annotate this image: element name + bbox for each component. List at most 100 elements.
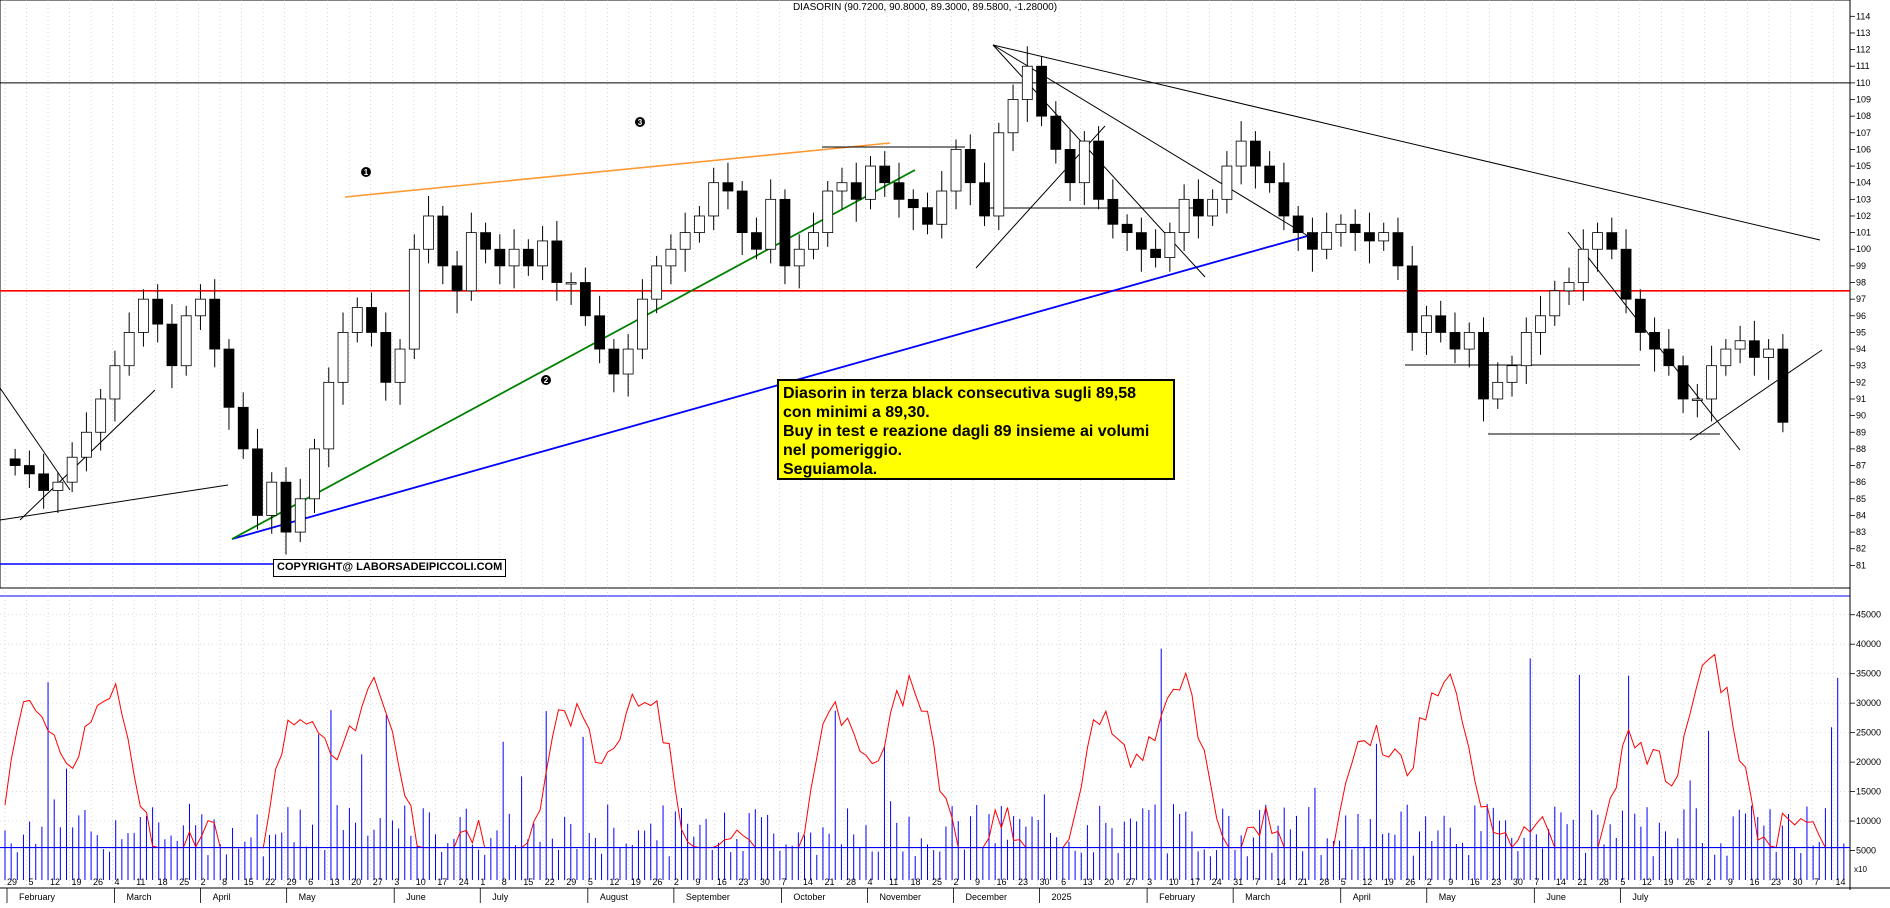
day-tick-label: 21 xyxy=(824,877,834,887)
month-tick-label: December xyxy=(966,892,1008,902)
vol-tick-label: 10000 xyxy=(1856,816,1881,826)
candle-body xyxy=(736,190,748,234)
candle-body xyxy=(1121,223,1133,234)
price-tick-label: 84 xyxy=(1856,510,1866,520)
candle-body xyxy=(309,448,320,500)
month-tick-label: September xyxy=(686,892,730,902)
candle-body xyxy=(836,182,848,192)
candle-body xyxy=(1307,232,1318,250)
candle-body xyxy=(138,298,149,333)
candle-body xyxy=(465,232,477,292)
candle-body xyxy=(1463,332,1475,350)
candle-body xyxy=(351,307,363,333)
day-tick-label: 19 xyxy=(1663,877,1673,887)
candle-body xyxy=(1720,348,1732,367)
day-tick-label: 16 xyxy=(1749,877,1759,887)
day-tick-label: 9 xyxy=(695,877,700,887)
day-tick-label: 14 xyxy=(1835,877,1845,887)
day-tick-label: 9 xyxy=(1448,877,1453,887)
day-tick-label: 30 xyxy=(1040,877,1050,887)
price-tick-label: 86 xyxy=(1856,477,1866,487)
day-tick-label: 24 xyxy=(459,877,469,887)
candle-body xyxy=(180,315,192,367)
candle-body xyxy=(95,398,107,433)
price-tick-label: 96 xyxy=(1856,311,1866,321)
candle-body xyxy=(1207,198,1219,217)
chart-title: DIASORIN (90.7200, 90.8000, 89.3000, 89.… xyxy=(792,2,1058,13)
day-tick-label: 14 xyxy=(803,877,813,887)
day-tick-label: 28 xyxy=(846,877,856,887)
candle-body xyxy=(537,240,548,267)
day-tick-label: 5 xyxy=(588,877,593,887)
day-tick-label: 31 xyxy=(1233,877,1243,887)
candle-body xyxy=(907,198,919,209)
candle-body xyxy=(1734,340,1746,350)
day-tick-label: 22 xyxy=(265,877,275,887)
candle-body xyxy=(394,348,406,383)
vol-tick-label: 15000 xyxy=(1856,787,1881,797)
candle-body xyxy=(579,282,591,317)
marker-label: 3 xyxy=(638,118,643,127)
day-tick-label: 23 xyxy=(1018,877,1028,887)
vol-tick-label: 45000 xyxy=(1856,610,1881,620)
day-tick-label: 6 xyxy=(1061,877,1066,887)
day-tick-label: 24 xyxy=(1212,877,1222,887)
volume-average-line xyxy=(4,653,1844,849)
price-tick-label: 93 xyxy=(1856,361,1866,371)
day-tick-label: 2 xyxy=(201,877,206,887)
trend-orange xyxy=(344,142,891,198)
candle-body xyxy=(1421,315,1432,333)
price-tick-label: 105 xyxy=(1856,161,1871,171)
candle-body xyxy=(109,365,121,400)
day-tick-label: 23 xyxy=(1771,877,1781,887)
day-tick-label: 12 xyxy=(1642,877,1652,887)
candle-body xyxy=(1264,165,1276,184)
day-tick-label: 21 xyxy=(1298,877,1308,887)
candle-body xyxy=(166,323,178,367)
price-panel-frame xyxy=(0,0,1851,589)
candle-body xyxy=(494,248,506,267)
candle-body xyxy=(1321,232,1333,250)
day-tick-label: 4 xyxy=(115,877,120,887)
candle-body xyxy=(423,215,434,250)
day-tick-label: 10 xyxy=(416,877,426,887)
day-tick-label: 13 xyxy=(1083,877,1093,887)
candle-body xyxy=(1007,99,1019,134)
month-tick-label: June xyxy=(406,892,426,902)
candle-body xyxy=(808,232,819,250)
candle-body xyxy=(294,498,306,533)
candle-body xyxy=(1064,149,1076,184)
candle-body xyxy=(1235,140,1247,167)
candle-body xyxy=(722,182,734,192)
month-tick-label: May xyxy=(299,892,317,902)
candle-body xyxy=(1763,348,1775,358)
candle-body xyxy=(1036,65,1047,117)
candle-body xyxy=(765,198,777,250)
candle-body xyxy=(793,248,805,267)
price-tick-label: 85 xyxy=(1856,494,1866,504)
candle-body xyxy=(1164,232,1176,258)
day-tick-label: 6 xyxy=(308,877,313,887)
candle-body xyxy=(993,132,1005,217)
candle-body xyxy=(1649,332,1660,350)
price-tick-label: 111 xyxy=(1856,61,1870,71)
candle-body xyxy=(437,215,449,267)
day-tick-label: 15 xyxy=(244,877,254,887)
candle-body xyxy=(950,149,962,192)
trend-black-3 xyxy=(992,44,1319,243)
candle-body xyxy=(1335,223,1347,234)
candle-body xyxy=(1150,248,1161,258)
day-tick-label: 5 xyxy=(1620,877,1625,887)
vol-tick-label: 25000 xyxy=(1856,728,1881,738)
day-tick-label: 16 xyxy=(997,877,1007,887)
candle-body xyxy=(451,265,463,292)
candle-body xyxy=(1748,340,1760,358)
day-tick-label: 2 xyxy=(1427,877,1432,887)
price-tick-label: 108 xyxy=(1856,111,1871,121)
price-tick-label: 83 xyxy=(1856,527,1866,537)
candle-body xyxy=(1435,315,1447,333)
day-tick-label: 29 xyxy=(566,877,576,887)
candle-body xyxy=(779,198,791,267)
candle-body xyxy=(1620,248,1632,300)
trend-blue xyxy=(231,232,1319,540)
